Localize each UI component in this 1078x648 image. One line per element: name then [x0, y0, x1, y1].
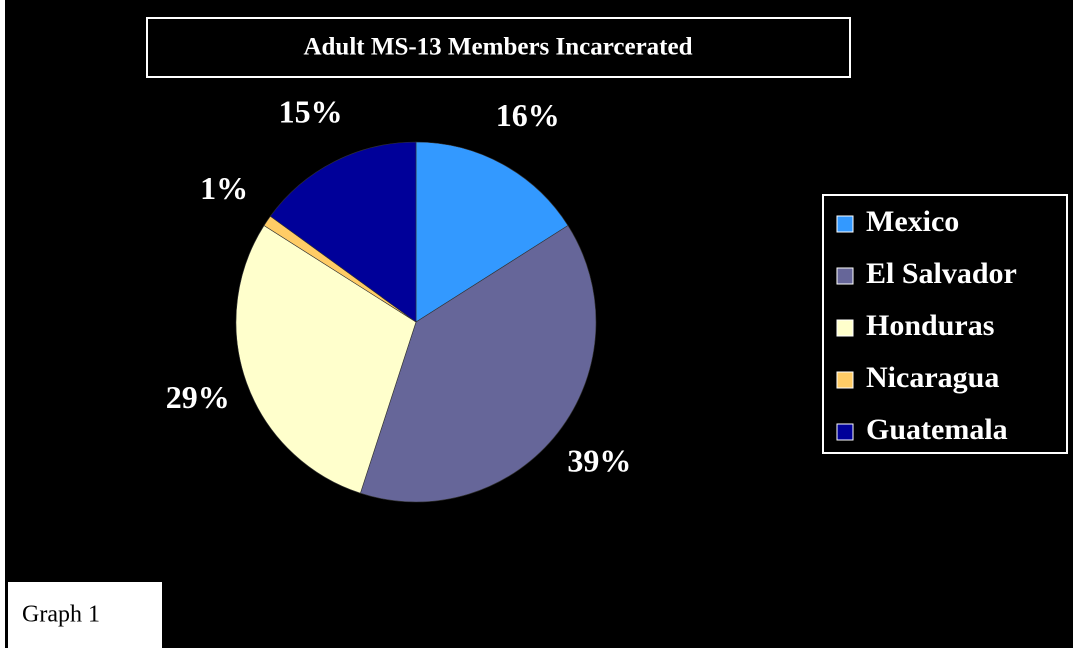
legend-swatch — [836, 319, 854, 337]
title-box — [146, 17, 851, 78]
data-label: 29% — [166, 379, 230, 415]
data-label: 1% — [200, 170, 248, 206]
chart-title: Adult MS-13 Members Incarcerated — [303, 34, 692, 61]
data-label: 16% — [496, 97, 560, 133]
legend-swatch — [836, 371, 854, 389]
legend-label: Honduras — [866, 309, 994, 342]
pie-slice — [359, 225, 597, 503]
pie-slice — [235, 225, 417, 494]
legend-label: Guatemala — [866, 413, 1008, 446]
legend-label: Mexico — [866, 205, 959, 238]
data-label: 39% — [567, 443, 631, 479]
legend-label: El Salvador — [866, 257, 1017, 290]
data-label: 15% — [279, 94, 343, 130]
legend-swatch — [836, 423, 854, 441]
pie-slice — [415, 141, 569, 323]
annotation: Graph 1 — [22, 602, 100, 628]
legend-box — [822, 194, 1068, 454]
legend-label: Nicaragua — [866, 361, 999, 394]
legend-swatch — [836, 267, 854, 285]
legend-swatch — [836, 215, 854, 233]
pie-slice — [269, 141, 417, 323]
annotation-box — [8, 582, 162, 648]
